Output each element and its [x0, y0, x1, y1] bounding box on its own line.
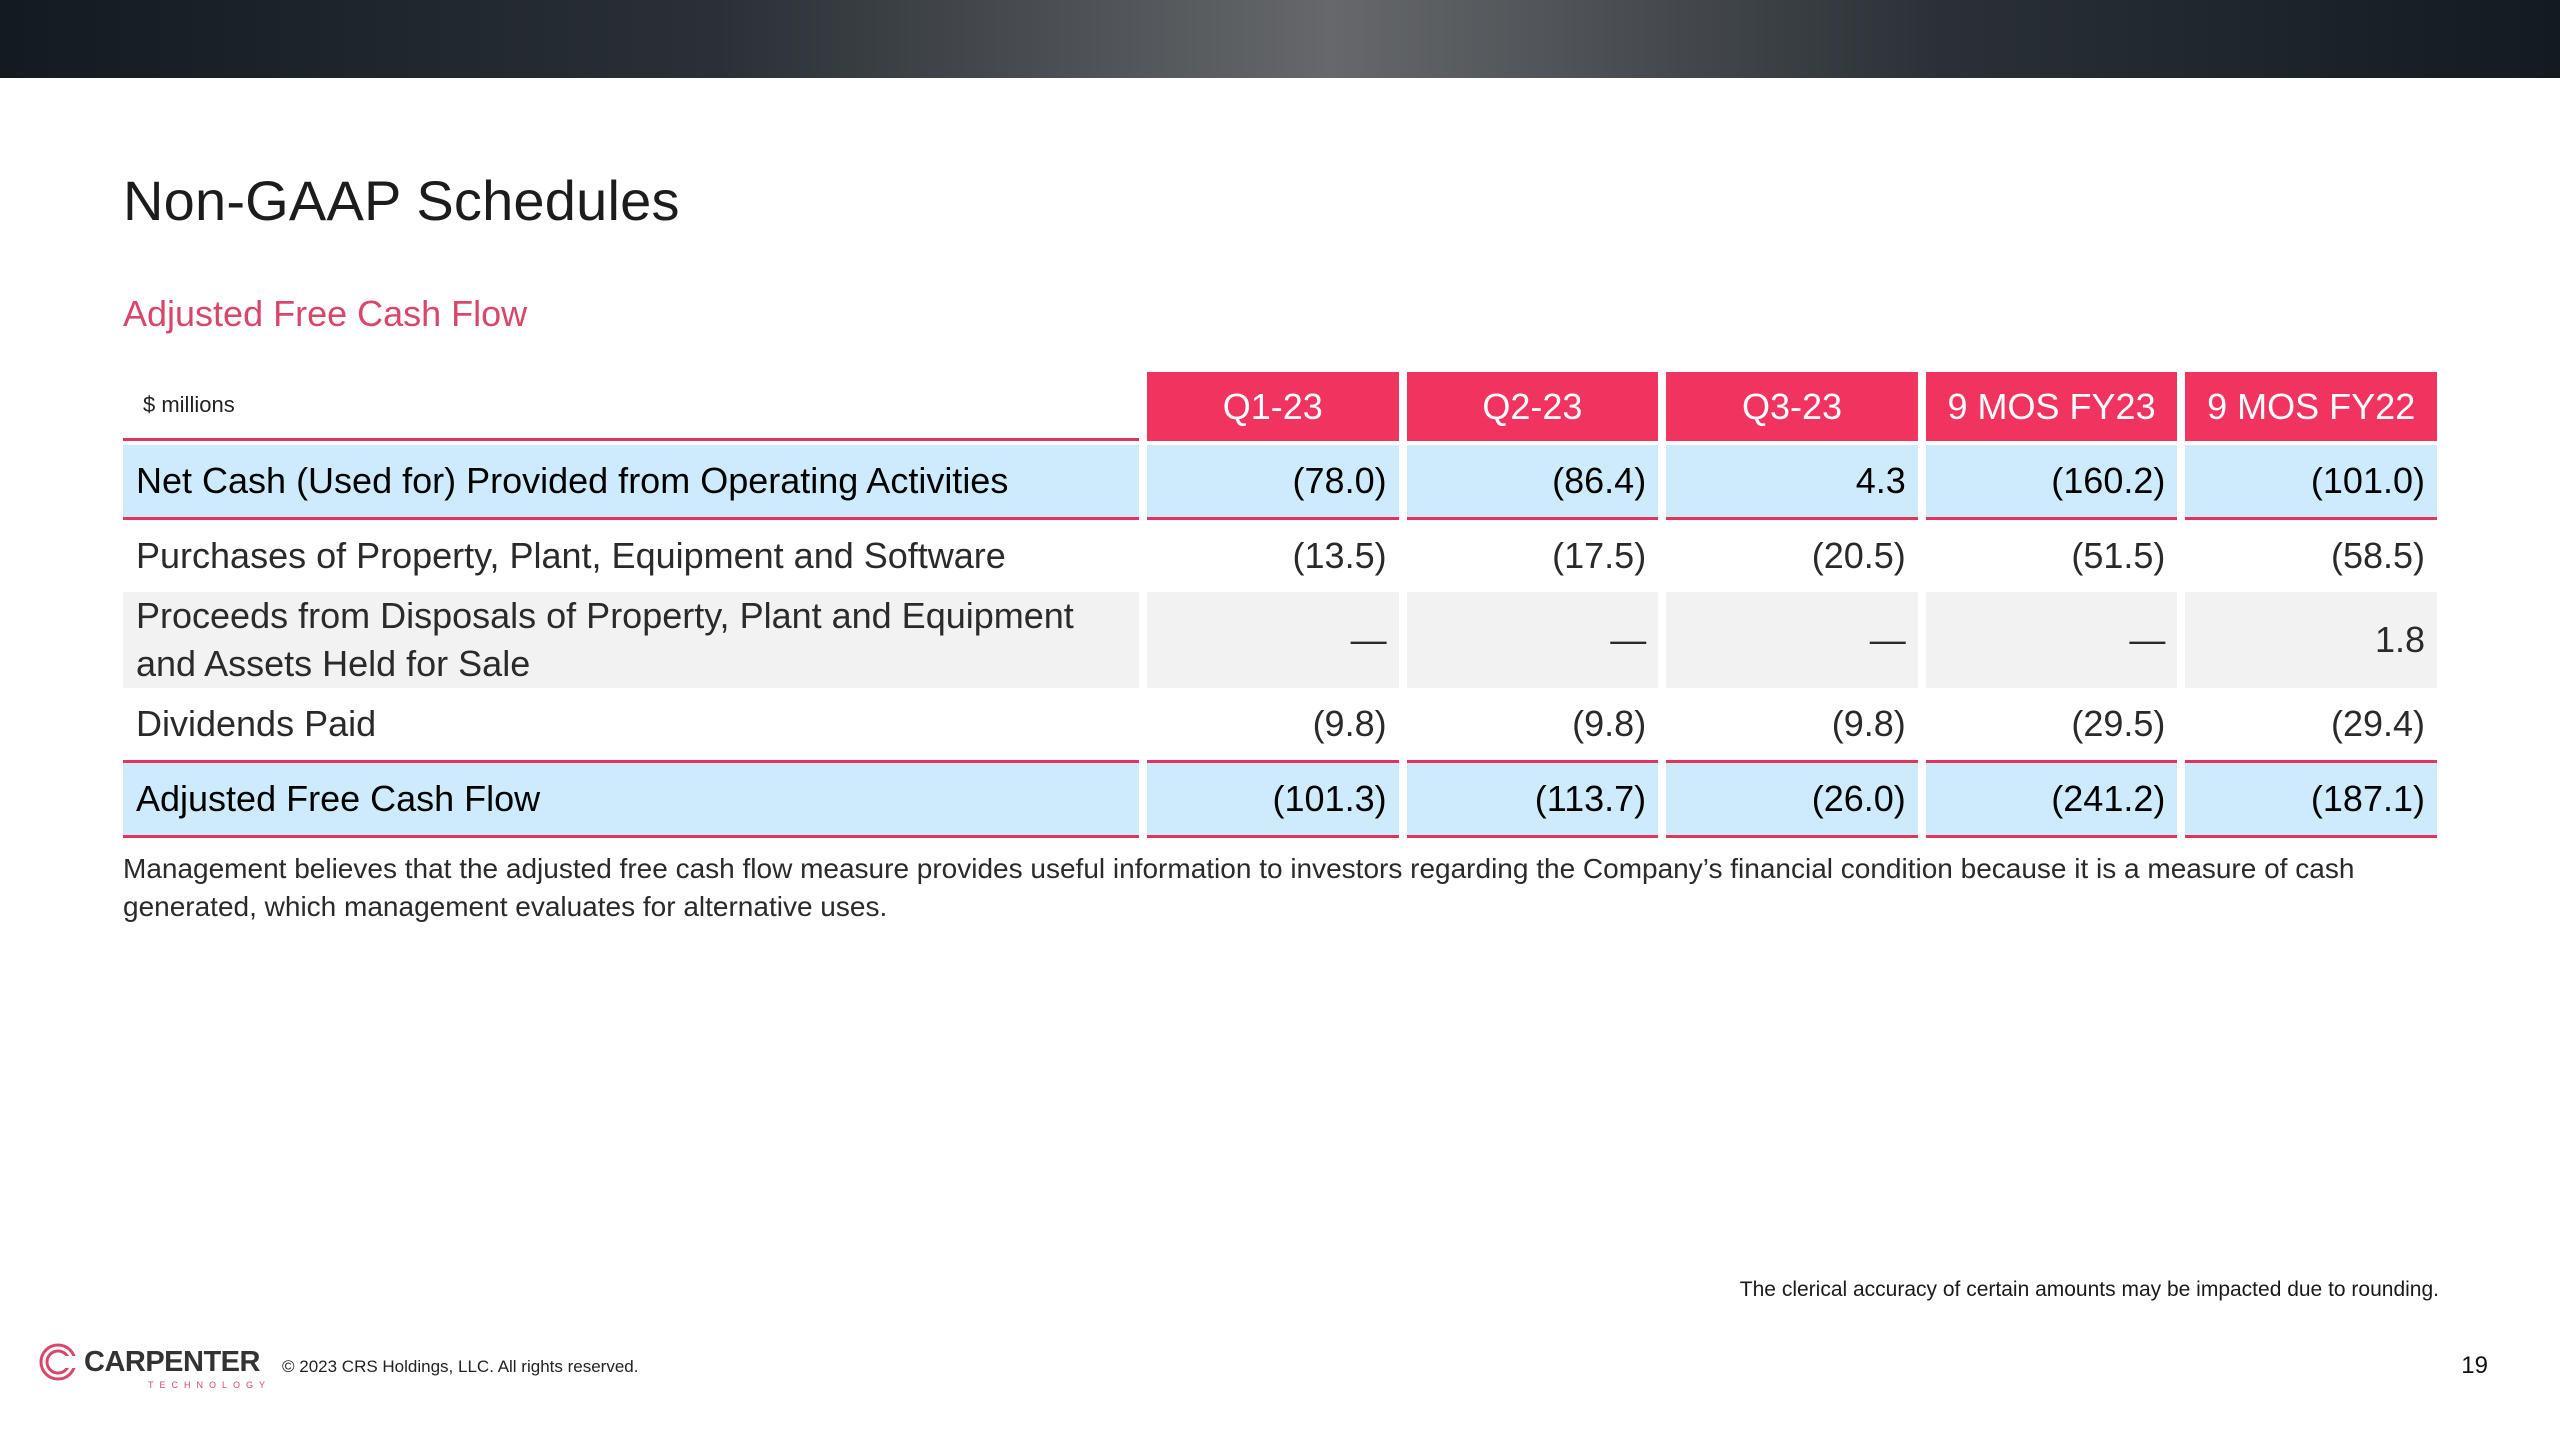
cell-value: 1.8: [2185, 592, 2437, 688]
table-row-operating-cash: Net Cash (Used for) Provided from Operat…: [123, 445, 2437, 520]
rounding-note: The clerical accuracy of certain amounts…: [1739, 1278, 2439, 1301]
cell-value: (9.8): [1406, 688, 1659, 760]
cell-value: (86.4): [1406, 445, 1659, 520]
cell-value: (113.7): [1406, 760, 1659, 838]
table-row-proceeds: Proceeds from Disposals of Property, Pla…: [123, 592, 2437, 688]
cell-value: (187.1): [2185, 760, 2437, 838]
cell-value: (58.5): [2185, 520, 2437, 592]
cell-value: (13.5): [1147, 520, 1399, 592]
column-header: 9 MOS FY22: [2185, 372, 2437, 441]
table-row-purchases: Purchases of Property, Plant, Equipment …: [123, 520, 2437, 592]
management-note: Management believes that the adjusted fr…: [123, 853, 2355, 922]
column-header: Q1-23: [1147, 372, 1399, 441]
table-row-adjusted-fcf: Adjusted Free Cash Flow (101.3) (113.7) …: [123, 760, 2437, 838]
cell-value: —: [1666, 592, 1918, 688]
column-header: 9 MOS FY23: [1925, 372, 2178, 441]
company-logo: CARPENTER TECHNOLOGY: [38, 1342, 265, 1394]
cell-value: (29.5): [1925, 688, 2178, 760]
cell-value: (9.8): [1666, 688, 1918, 760]
cell-value: 4.3: [1666, 445, 1918, 520]
cell-value: (9.8): [1147, 688, 1399, 760]
cell-value: (101.0): [2185, 445, 2437, 520]
page-number: 19: [2461, 1352, 2488, 1379]
row-label-line2: and Assets Held for Sale: [136, 643, 531, 684]
cell-value: (20.5): [1666, 520, 1918, 592]
row-label: Adjusted Free Cash Flow: [123, 760, 1139, 838]
cell-value: (241.2): [1925, 760, 2178, 838]
cell-value: (101.3): [1147, 760, 1399, 838]
cash-flow-table: $ millions Q1-23 Q2-23 Q3-23 9 MOS FY23 …: [115, 372, 2445, 838]
page-title: Non-GAAP Schedules: [123, 169, 680, 232]
units-label: $ millions: [123, 372, 1139, 441]
logo-subtext: TECHNOLOGY: [148, 1380, 272, 1390]
column-header: Q2-23: [1406, 372, 1659, 441]
top-banner: [0, 0, 2560, 78]
cell-value: (17.5): [1406, 520, 1659, 592]
cell-value: —: [1147, 592, 1399, 688]
carpenter-logo-icon: [39, 1343, 78, 1381]
section-title: Adjusted Free Cash Flow: [123, 293, 528, 334]
table-header-row: $ millions Q1-23 Q2-23 Q3-23 9 MOS FY23 …: [123, 372, 2437, 441]
row-label-line1: Proceeds from Disposals of Property, Pla…: [136, 595, 1074, 636]
logo-text: CARPENTER: [84, 1346, 260, 1378]
column-header: Q3-23: [1666, 372, 1918, 441]
cell-value: (51.5): [1925, 520, 2178, 592]
cell-value: —: [1406, 592, 1659, 688]
row-label: Proceeds from Disposals of Property, Pla…: [123, 592, 1139, 688]
cell-value: (160.2): [1925, 445, 2178, 520]
cell-value: —: [1925, 592, 2178, 688]
row-label: Purchases of Property, Plant, Equipment …: [123, 520, 1139, 592]
cell-value: (29.4): [2185, 688, 2437, 760]
table-row-dividends: Dividends Paid (9.8) (9.8) (9.8) (29.5) …: [123, 688, 2437, 760]
row-label: Net Cash (Used for) Provided from Operat…: [123, 445, 1139, 520]
cash-flow-table-container: $ millions Q1-23 Q2-23 Q3-23 9 MOS FY23 …: [123, 372, 2437, 838]
row-label: Dividends Paid: [123, 688, 1139, 760]
copyright-text: © 2023 CRS Holdings, LLC. All rights res…: [282, 1357, 639, 1376]
cell-value: (78.0): [1147, 445, 1399, 520]
cell-value: (26.0): [1666, 760, 1918, 838]
